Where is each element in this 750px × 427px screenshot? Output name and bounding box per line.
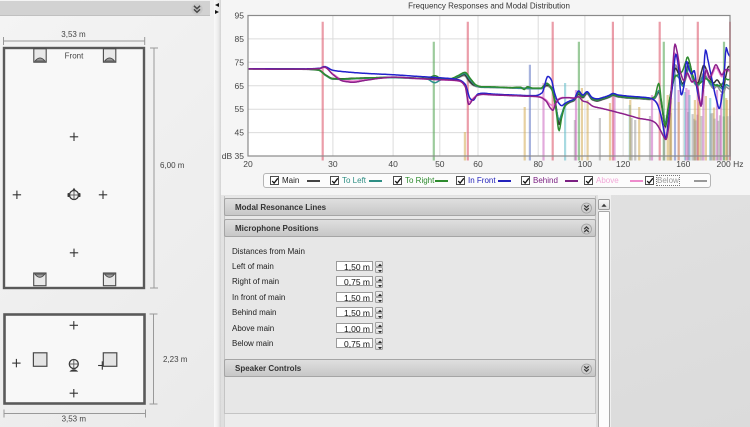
- svg-text:65: 65: [235, 81, 245, 91]
- svg-text:80: 80: [533, 159, 543, 169]
- svg-text:60: 60: [473, 159, 483, 169]
- svg-text:160: 160: [676, 159, 690, 169]
- svg-text:20: 20: [243, 159, 253, 169]
- svg-text:dB 35: dB 35: [222, 151, 244, 161]
- svg-text:3,53 m: 3,53 m: [61, 30, 86, 39]
- svg-text:30: 30: [328, 159, 338, 169]
- svg-text:85: 85: [235, 34, 245, 44]
- svg-text:Front: Front: [65, 52, 84, 61]
- svg-text:75: 75: [235, 57, 245, 67]
- svg-text:100: 100: [578, 159, 592, 169]
- svg-text:45: 45: [235, 128, 245, 138]
- svg-text:40: 40: [388, 159, 398, 169]
- svg-text:200 Hz: 200 Hz: [717, 159, 744, 169]
- svg-text:95: 95: [235, 11, 245, 21]
- svg-text:55: 55: [235, 104, 245, 114]
- svg-text:6,00 m: 6,00 m: [160, 161, 185, 170]
- svg-text:50: 50: [435, 159, 445, 169]
- svg-text:120: 120: [616, 159, 630, 169]
- svg-text:Frequency Responses and Modal: Frequency Responses and Modal Distributi…: [408, 2, 570, 11]
- svg-text:2,23 m: 2,23 m: [163, 355, 188, 364]
- svg-text:3,53 m: 3,53 m: [62, 415, 87, 424]
